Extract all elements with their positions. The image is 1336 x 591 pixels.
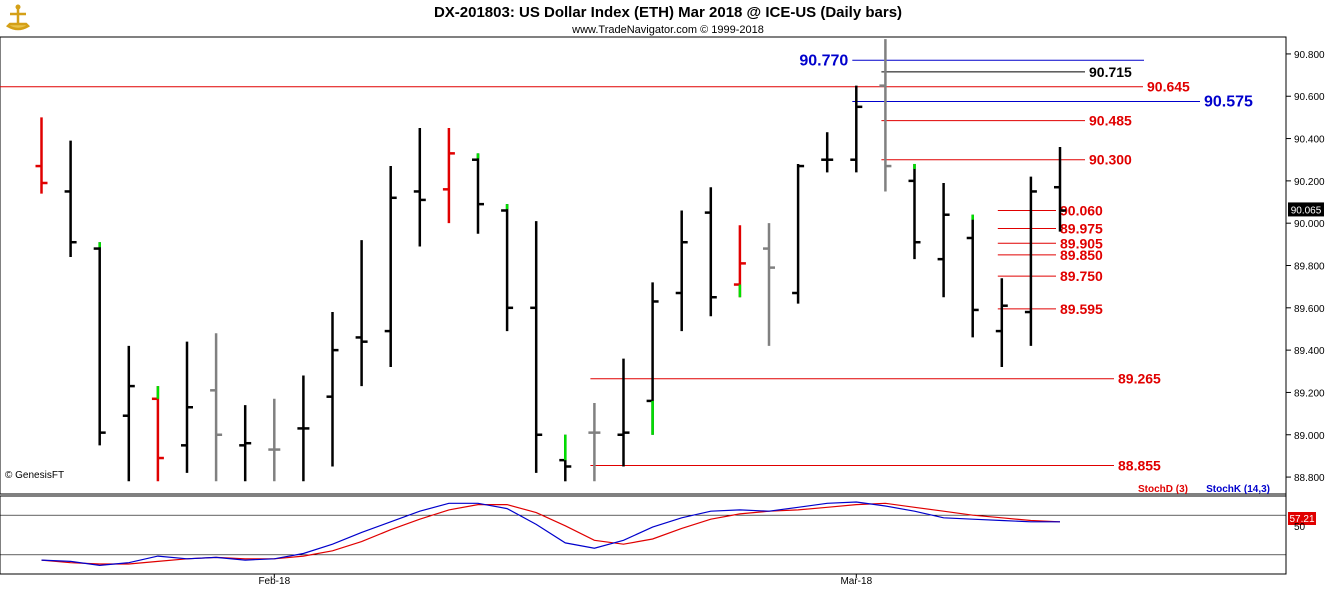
level-label: 90.485: [1089, 113, 1132, 129]
ohlc-bar: [326, 312, 339, 467]
watermark: © GenesisFT: [5, 470, 64, 481]
ohlc-bar: [210, 333, 223, 482]
price-tick-label: 89.400: [1294, 346, 1325, 357]
ohlc-bar: [879, 39, 892, 192]
stoch-value-tag: [1288, 512, 1316, 525]
ohlc-bar: [937, 182, 950, 298]
ohlc-bar: [675, 210, 688, 332]
ohlc-bar: [413, 127, 426, 247]
price-tick-label: 90.400: [1294, 135, 1325, 146]
level-label: 90.715: [1089, 64, 1132, 80]
ohlc-bar: [704, 187, 717, 317]
ohlc-bar: [530, 221, 543, 473]
stoch-value-label: 57.21: [1289, 514, 1314, 525]
stoch-d-legend: StochD (3): [1138, 484, 1188, 495]
ohlc-bar: [617, 358, 630, 467]
last-price-label: 90.065: [1291, 205, 1322, 216]
ohlc-bar: [821, 132, 834, 173]
stochastic-oscillator: [0, 501, 1286, 567]
price-tick-label: 90.200: [1294, 177, 1325, 188]
level-label: 89.595: [1060, 301, 1103, 317]
ohlc-bar: [122, 345, 135, 482]
level-label: 90.770: [799, 52, 848, 69]
time-tick-label: Feb-18: [258, 576, 290, 587]
chart-title: DX-201803: US Dollar Index (ETH) Mar 201…: [434, 4, 902, 21]
price-levels: 90.770 90.715 90.645 90.575 90.485 90.300 90.0…: [0, 52, 1253, 473]
ohlc-bar: [501, 204, 514, 332]
ohlc-bar: [588, 403, 601, 482]
stoch-k-line: [41, 501, 1060, 567]
stoch-k-legend: StochK (14,3): [1206, 484, 1270, 495]
ohlc-bar: [384, 166, 397, 368]
price-tick-label: 90.800: [1294, 50, 1325, 61]
ohlc-bar: [763, 223, 775, 346]
ohlc-bar: [472, 153, 484, 234]
ohlc-bar: [93, 242, 106, 446]
level-label: 88.855: [1118, 457, 1161, 473]
chart-subtitle: www.TradeNavigator.com © 1999-2018: [571, 24, 764, 36]
ohlc-bar: [966, 214, 979, 338]
ohlc-bar: [1024, 176, 1037, 346]
price-tick-label: 88.800: [1294, 473, 1325, 484]
ohlc-bar: [908, 163, 921, 260]
ohlc-bar: [268, 398, 281, 482]
level-label: 89.750: [1060, 268, 1103, 284]
ohlc-bar: [850, 85, 863, 173]
price-tick-label: 90.600: [1294, 92, 1325, 103]
ohlc-bar: [1054, 147, 1066, 232]
time-tick-label: Mar-18: [840, 576, 872, 587]
price-tick-label: 89.000: [1294, 431, 1325, 442]
stoch-axis-tick: 50: [1294, 522, 1306, 533]
ohlc-bar: [297, 375, 310, 482]
level-label: 89.905: [1060, 235, 1103, 251]
ohlc-bar: [181, 341, 193, 473]
price-tick-label: 90.000: [1294, 219, 1325, 230]
price-tick-label: 89.800: [1294, 262, 1325, 273]
last-price-tag: 90.065: [1288, 202, 1324, 217]
ohlc-bar: [239, 405, 252, 482]
level-label: 89.975: [1060, 220, 1103, 236]
level-label: 90.060: [1060, 202, 1103, 218]
ohlc-bar: [151, 386, 164, 482]
price-bars: [35, 39, 1066, 482]
oscillator-panel-frame: [0, 495, 1287, 575]
trade-navigator-logo: [3, 3, 33, 33]
level-label: 90.300: [1089, 152, 1132, 168]
ohlc-bar: [442, 127, 455, 224]
ohlc-bar: [792, 163, 805, 304]
level-label: 90.645: [1147, 79, 1190, 95]
time-axis: Feb-18 Mar-18: [258, 574, 873, 587]
price-axis: 90.800 90.600 90.400 90.200 90.000 89.800 89.6…: [1286, 50, 1325, 484]
level-label: 89.850: [1060, 247, 1103, 263]
ohlc-bar: [35, 117, 48, 194]
ohlc-bar: [995, 278, 1008, 368]
price-tick-label: 89.200: [1294, 388, 1325, 399]
price-panel-frame: [0, 36, 1287, 495]
price-tick-label: 89.600: [1294, 304, 1325, 315]
ohlc-bar: [355, 240, 368, 387]
level-label: 89.265: [1118, 371, 1161, 387]
ohlc-bar: [64, 140, 77, 258]
level-label: 90.575: [1204, 94, 1253, 111]
